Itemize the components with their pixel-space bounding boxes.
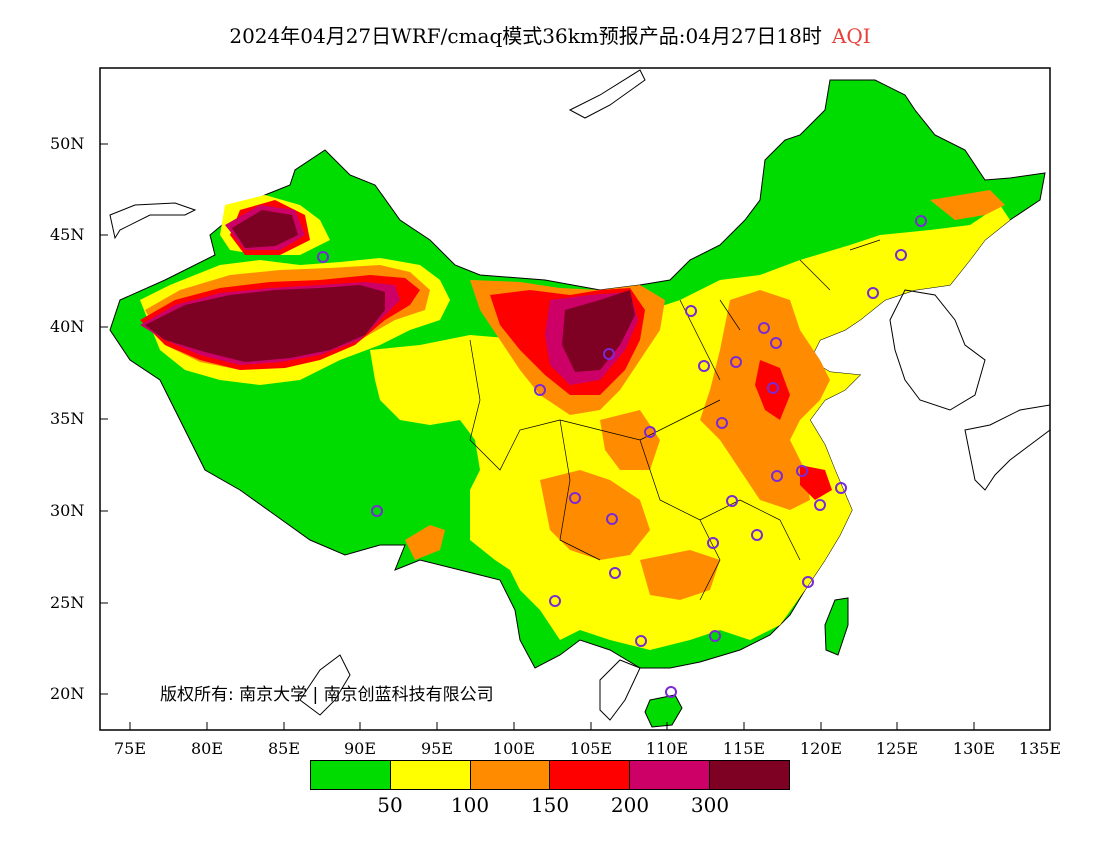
y-tick-label: 45N xyxy=(50,225,85,244)
aqi-legend xyxy=(310,760,790,790)
city-marker xyxy=(644,426,656,438)
legend-label: 300 xyxy=(690,793,730,817)
city-marker xyxy=(371,505,383,517)
title-product: AQI xyxy=(831,24,871,48)
aqi-orange-south xyxy=(640,550,720,600)
city-marker xyxy=(726,495,738,507)
x-tick-label: 110E xyxy=(645,739,689,758)
korea-japan-outline xyxy=(964,404,1050,491)
aqi-maroon-north xyxy=(562,290,635,372)
city-marker xyxy=(685,305,697,317)
aqi-maroon-west xyxy=(145,285,385,362)
aqi-red-hebei xyxy=(755,360,790,420)
aqi-yellow-east xyxy=(370,205,1010,650)
city-marker xyxy=(758,322,770,334)
copyright-text: 版权所有: 南京大学 | 南京创蓝科技有限公司 xyxy=(160,685,494,705)
province-borders xyxy=(469,239,881,601)
city-marker xyxy=(751,529,763,541)
title-text: 2024年04月27日WRF/cmaq模式36km预报产品:04月27日18时 xyxy=(229,24,822,48)
city-marker xyxy=(716,417,728,429)
legend-swatch xyxy=(470,761,551,789)
x-tick-label: 85E xyxy=(267,739,301,758)
city-marker xyxy=(317,251,329,263)
x-tick-label: 90E xyxy=(343,739,377,758)
x-tick-label: 75E xyxy=(113,739,147,758)
sea-outline xyxy=(568,69,646,119)
legend-swatch xyxy=(630,761,711,789)
city-marker xyxy=(603,348,615,360)
city-marker xyxy=(895,249,907,261)
y-tick-label: 30N xyxy=(50,501,85,520)
legend-label: 100 xyxy=(450,793,490,817)
legend-label: 150 xyxy=(530,793,570,817)
hainan-island xyxy=(644,694,683,728)
aqi-orange-tibet xyxy=(405,525,445,560)
y-tick-label: 35N xyxy=(50,409,85,428)
city-marker xyxy=(606,513,618,525)
aqi-red-shanghai xyxy=(800,465,832,500)
city-markers xyxy=(317,215,927,698)
y-tick-label: 25N xyxy=(50,593,85,612)
city-marker xyxy=(915,215,927,227)
y-tick-label: 50N xyxy=(50,134,85,153)
aqi-orange-sw xyxy=(540,470,650,560)
x-tick-label: 130E xyxy=(952,739,996,758)
city-marker xyxy=(867,287,879,299)
city-marker xyxy=(549,595,561,607)
x-tick-label: 115E xyxy=(722,739,766,758)
city-marker xyxy=(770,337,782,349)
x-tick-label: 120E xyxy=(799,739,843,758)
coastline-east xyxy=(889,289,986,411)
city-marker xyxy=(665,686,677,698)
sea-outline-south xyxy=(599,659,641,721)
x-tick-label: 80E xyxy=(190,739,224,758)
legend-swatch xyxy=(390,761,471,789)
map-frame xyxy=(99,67,1051,731)
legend-label: 50 xyxy=(377,793,403,817)
map-title: 2024年04月27日WRF/cmaq模式36km预报产品:04月27日18时 A… xyxy=(0,20,1100,49)
city-marker xyxy=(698,360,710,372)
sea-outline-sw xyxy=(299,654,351,716)
aqi-maroon-nw xyxy=(232,210,298,248)
city-marker xyxy=(767,382,779,394)
x-tick-label: 135E xyxy=(1018,739,1062,758)
city-marker xyxy=(730,356,742,368)
city-marker xyxy=(569,492,581,504)
x-tick-label: 95E xyxy=(420,739,454,758)
x-tick-label: 105E xyxy=(569,739,613,758)
legend-swatch xyxy=(710,761,789,789)
x-tick-label: 125E xyxy=(875,739,919,758)
x-tick-label: 100E xyxy=(492,739,536,758)
city-marker xyxy=(707,537,719,549)
city-marker xyxy=(814,499,826,511)
kazakh-outline xyxy=(109,202,197,240)
city-marker xyxy=(771,470,783,482)
city-marker xyxy=(635,635,647,647)
legend-swatch xyxy=(311,761,391,789)
aqi-orange-ne xyxy=(930,190,1005,220)
axis-ticks xyxy=(100,143,1051,730)
city-marker xyxy=(709,630,721,642)
legend-label: 200 xyxy=(610,793,650,817)
legend-swatch xyxy=(550,761,631,789)
city-marker xyxy=(796,465,808,477)
city-marker xyxy=(802,576,814,588)
taiwan-island xyxy=(824,597,849,656)
city-marker xyxy=(609,567,621,579)
y-tick-label: 40N xyxy=(50,317,85,336)
y-tick-label: 20N xyxy=(50,684,85,703)
city-marker xyxy=(835,482,847,494)
city-marker xyxy=(534,384,546,396)
